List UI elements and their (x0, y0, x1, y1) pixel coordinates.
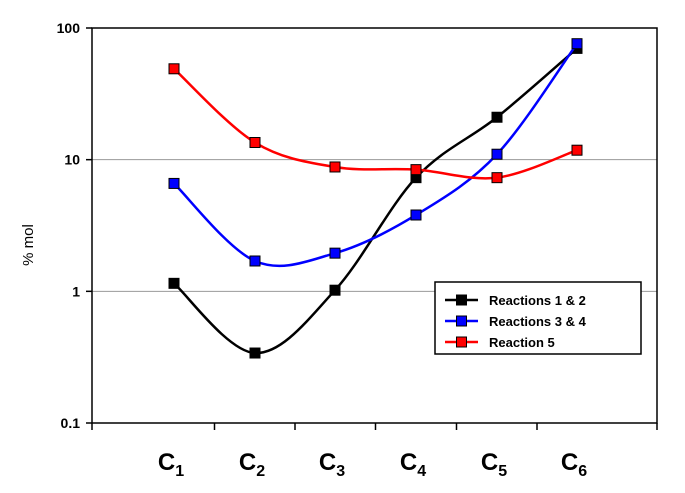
x-tick-label-base: C (239, 449, 256, 476)
data-point (329, 161, 341, 173)
data-point (410, 209, 422, 221)
y-tick-label: 10 (64, 152, 80, 168)
data-point (329, 247, 341, 259)
x-tick-label-subscript: 1 (175, 463, 184, 480)
x-tick-label: C5 (481, 449, 507, 480)
x-tick-label: C2 (239, 449, 265, 480)
data-point (168, 63, 180, 75)
data-point (491, 148, 503, 160)
data-point (168, 177, 180, 189)
data-point (571, 144, 583, 156)
x-tick-label: C3 (319, 449, 345, 480)
x-tick-label-subscript: 2 (256, 463, 265, 480)
series-line (173, 47, 578, 355)
y-tick-label: 1 (72, 283, 80, 299)
x-tick-label-base: C (561, 449, 578, 476)
data-point (249, 137, 261, 149)
series-line (173, 67, 578, 180)
x-tick-label-base: C (481, 449, 498, 476)
data-point (571, 38, 583, 50)
series-line (173, 42, 579, 268)
x-tick-label-subscript: 5 (498, 463, 507, 480)
legend-label: Reactions 3 & 4 (489, 314, 587, 329)
series-2 (168, 38, 583, 268)
plot-area (91, 27, 658, 424)
x-tick-label: C4 (400, 449, 426, 480)
x-tick-label-subscript: 6 (578, 463, 587, 480)
x-tick-label: C1 (158, 449, 184, 480)
legend-marker (456, 336, 467, 348)
data-point (249, 255, 261, 267)
x-tick-label: C6 (561, 449, 587, 480)
x-tick-label-subscript: 3 (336, 463, 345, 480)
data-point (249, 347, 261, 359)
x-tick-label-base: C (319, 449, 336, 476)
y-tick-label: 100 (57, 20, 81, 36)
data-point (410, 164, 422, 176)
legend-marker (456, 315, 467, 327)
series-3 (168, 63, 583, 184)
x-tick-label-base: C (400, 449, 417, 476)
legend-label: Reaction 5 (489, 335, 555, 350)
y-tick-labels: 0.1 1 10 100 (57, 20, 81, 431)
gridlines (86, 27, 658, 430)
plot-series (168, 38, 583, 359)
data-point (168, 277, 180, 289)
legend-marker (456, 294, 467, 306)
data-point (491, 172, 503, 184)
x-tick-label-base: C (158, 449, 175, 476)
x-tick-label-subscript: 4 (417, 463, 426, 480)
y-axis-label: % mol (20, 224, 37, 266)
y-tick-label: 0.1 (61, 415, 81, 431)
legend-label: Reactions 1 & 2 (489, 293, 586, 308)
legend: Reactions 1 & 2 Reactions 3 & 4 Reaction 5 (434, 281, 642, 355)
data-point (491, 111, 503, 123)
x-tick-labels: C1 C2 C3 C4 C5 C6 (158, 449, 587, 480)
data-point (329, 284, 341, 296)
